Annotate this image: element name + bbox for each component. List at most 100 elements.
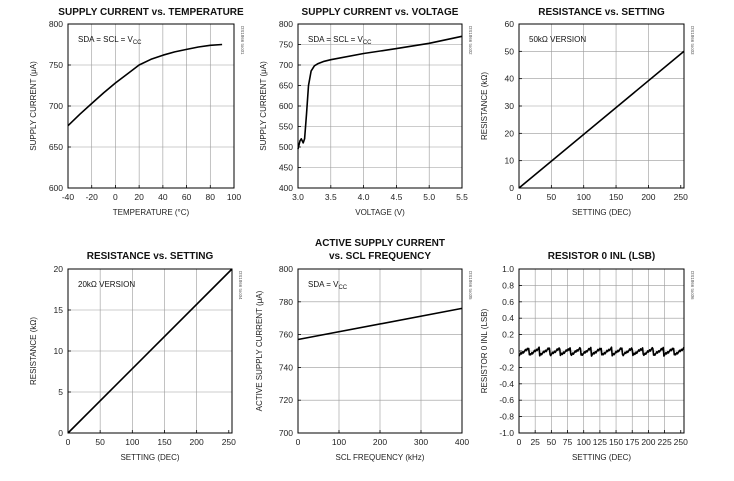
y-tick-label: -0.2: [499, 362, 514, 372]
y-tick-label: 60: [505, 19, 515, 29]
y-tick-label: 800: [279, 19, 293, 29]
x-axis-label: VOLTAGE (V): [355, 208, 405, 217]
y-tick-label: 650: [279, 81, 293, 91]
chart-subtitle: vs. SCL FREQUENCY: [329, 251, 431, 262]
annotation: SDA = SCL = VCC: [78, 35, 142, 46]
series-line-inl: [518, 346, 685, 357]
y-tick-label: 10: [505, 156, 515, 166]
x-axis-label: SETTING (DEC): [120, 453, 179, 462]
x-tick-label: 0: [517, 192, 522, 202]
chart-title: RESISTOR 0 INL (LSB): [548, 251, 655, 262]
x-tick-label: 225: [657, 437, 671, 447]
annotation: SDA = VCC: [308, 280, 348, 291]
x-tick-label: 75: [563, 437, 573, 447]
y-tick-label: 10: [54, 346, 64, 356]
y-tick-label: 20: [505, 128, 515, 138]
y-tick-label: 800: [49, 19, 63, 29]
x-tick-label: 250: [222, 437, 236, 447]
y-tick-label: 700: [279, 60, 293, 70]
annotation-subscript: CC: [133, 40, 142, 46]
y-tick-label: 50: [505, 46, 515, 56]
x-axis-label: SCL FREQUENCY (kHz): [336, 453, 425, 462]
y-axis-label: RESISTOR 0 INL (LSB): [480, 308, 489, 393]
x-tick-label: 200: [641, 437, 655, 447]
series-line-idd: [297, 35, 463, 150]
x-tick-label: 150: [609, 437, 623, 447]
y-tick-label: 400: [279, 183, 293, 193]
x-tick-label: 150: [609, 192, 623, 202]
x-tick-label: 5.0: [423, 192, 435, 202]
x-tick-label: 125: [593, 437, 607, 447]
x-tick-label: 3.0: [292, 192, 304, 202]
figure-code: DS1866 toc05: [468, 271, 473, 300]
x-tick-label: 175: [625, 437, 639, 447]
y-tick-label: 450: [279, 163, 293, 173]
chart-3: RESISTANCE vs. SETTING 0 50 100 150 200 250 0 10…: [480, 7, 695, 217]
x-tick-label: 200: [190, 437, 204, 447]
y-axis-label: RESISTANCE (kΩ): [29, 317, 38, 385]
annotation: 20kΩ VERSION: [78, 280, 135, 289]
y-tick-label: 20: [54, 264, 64, 274]
chart-title: ACTIVE SUPPLY CURRENT: [315, 238, 445, 249]
annotation-subscript: CC: [338, 285, 347, 291]
y-tick-label: 600: [49, 183, 63, 193]
x-tick-label: 100: [577, 437, 591, 447]
x-tick-label: 40: [158, 192, 168, 202]
annotation-subscript: CC: [363, 40, 372, 46]
x-tick-label: 0: [113, 192, 118, 202]
x-tick-label: 50: [547, 437, 557, 447]
y-tick-label: 800: [279, 264, 293, 274]
chart-6: RESISTOR 0 INL (LSB)0 25 50 75 100 125 150 175 2…: [480, 251, 695, 462]
x-tick-label: 50: [95, 437, 105, 447]
y-tick-label: 600: [279, 101, 293, 111]
x-tick-label: 250: [674, 192, 688, 202]
y-tick-label: 5: [58, 387, 63, 397]
x-tick-label: 5.5: [456, 192, 468, 202]
x-tick-label: 100: [227, 192, 241, 202]
y-tick-label: 0.4: [502, 313, 514, 323]
x-tick-label: -20: [86, 192, 99, 202]
x-tick-label: 25: [530, 437, 540, 447]
y-tick-label: 740: [279, 362, 293, 372]
chart-5: ACTIVE SUPPLY CURRENT vs. SCL FREQUENCY 0 1…: [255, 238, 473, 462]
y-tick-label: -1.0: [499, 428, 514, 438]
chart-1: SUPPLY CURRENT vs. TEMPERATURE -40 -20 0 20 4…: [29, 7, 245, 217]
chart-4: RESISTANCE vs. SETTING 0 50 100 150 200 250 0 5 1…: [29, 251, 243, 462]
y-tick-label: 30: [505, 101, 515, 111]
x-tick-label: 3.5: [325, 192, 337, 202]
series-line-idd: [67, 43, 223, 127]
series-line-r: [518, 50, 685, 189]
x-axis-label: TEMPERATURE (°C): [113, 208, 190, 217]
y-tick-label: 760: [279, 330, 293, 340]
y-tick-label: 0: [509, 346, 514, 356]
y-tick-label: 700: [279, 428, 293, 438]
x-tick-label: 4.0: [358, 192, 370, 202]
y-tick-label: 750: [49, 60, 63, 70]
y-tick-label: 550: [279, 122, 293, 132]
x-tick-label: 4.5: [390, 192, 402, 202]
chart-title: SUPPLY CURRENT vs. TEMPERATURE: [58, 7, 244, 18]
x-tick-label: 100: [125, 437, 139, 447]
y-tick-label: 720: [279, 395, 293, 405]
y-tick-label: -0.4: [499, 379, 514, 389]
y-axis-label: ACTIVE SUPPLY CURRENT (μA): [255, 290, 264, 411]
x-tick-label: 200: [373, 437, 387, 447]
y-tick-label: 500: [279, 142, 293, 152]
y-tick-label: 750: [279, 40, 293, 50]
x-axis-label: SETTING (DEC): [572, 453, 631, 462]
x-tick-label: 100: [332, 437, 346, 447]
figure-code: DS1866 toc03: [690, 26, 695, 55]
y-tick-label: 40: [505, 74, 515, 84]
x-tick-label: -40: [62, 192, 75, 202]
annotation: SDA = SCL = VCC: [308, 35, 372, 46]
figure-code: DS1866 toc06: [690, 271, 695, 300]
x-tick-label: 100: [577, 192, 591, 202]
x-tick-label: 0: [296, 437, 301, 447]
chart-title: RESISTANCE vs. SETTING: [538, 7, 665, 18]
y-tick-label: 0.8: [502, 280, 514, 290]
x-axis-label: SETTING (DEC): [572, 208, 631, 217]
x-tick-label: 200: [641, 192, 655, 202]
chart-2: SUPPLY CURRENT vs. VOLTAGE 3.0 3.5 4.0 4.5 5.…: [259, 7, 473, 217]
y-tick-label: 780: [279, 297, 293, 307]
